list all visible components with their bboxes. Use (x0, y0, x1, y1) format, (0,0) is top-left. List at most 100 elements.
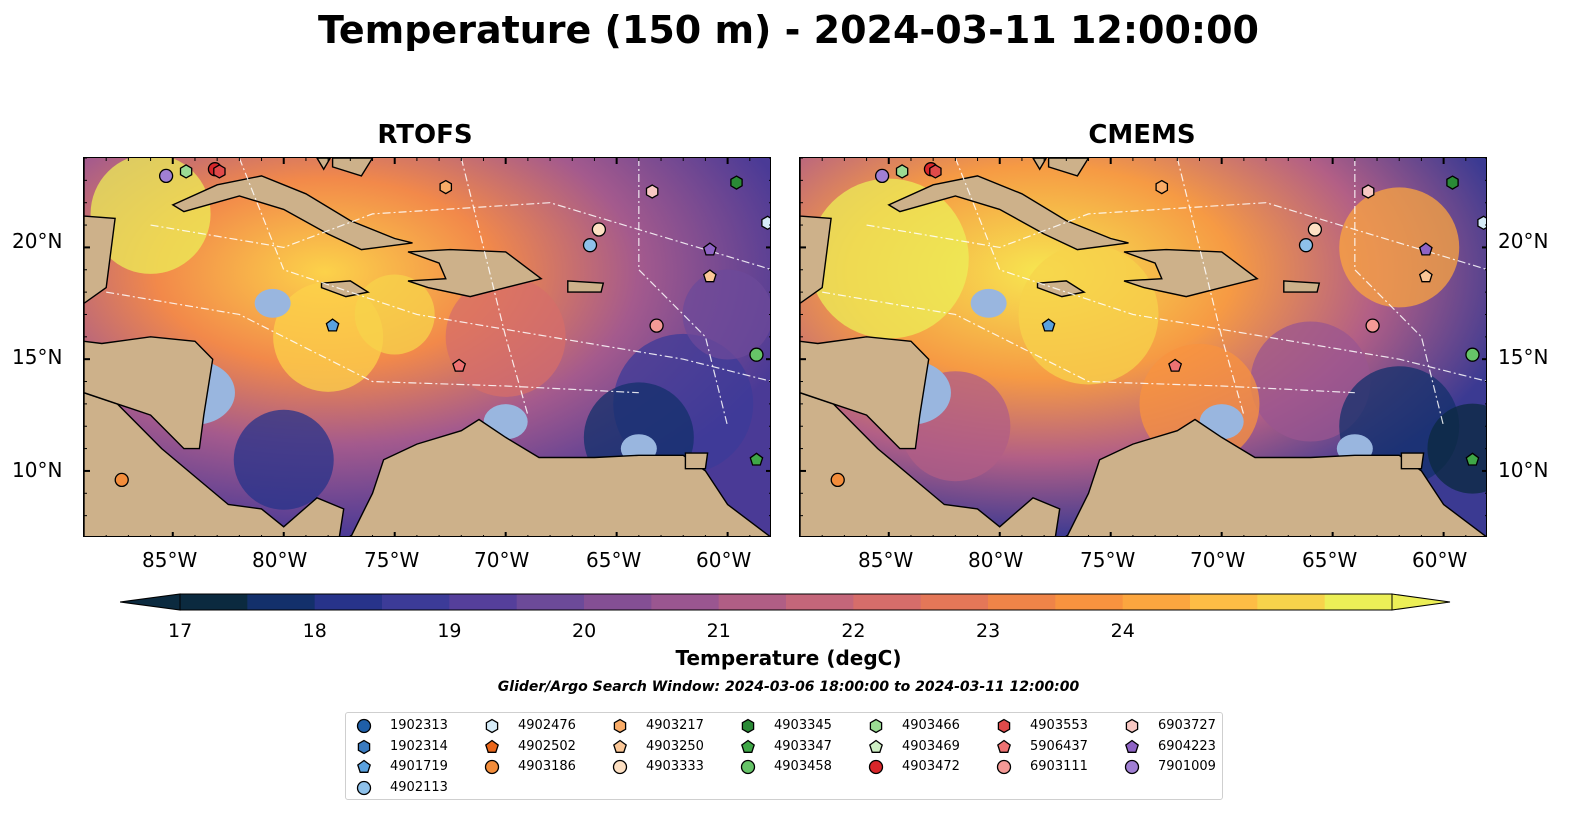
legend-label: 6904223 (1158, 738, 1216, 754)
eez-boundary (954, 158, 1486, 382)
colorbar-segment (988, 594, 1056, 610)
colorbar-segment (449, 594, 518, 610)
lon-tick-70w-right: 70°W (1190, 548, 1246, 572)
land-mass (800, 391, 1061, 536)
lon-tick-75w-left: 75°W (364, 548, 420, 572)
temperature-eddy (445, 276, 566, 397)
temperature-eddy (1018, 244, 1159, 385)
float-marker-4903333 (591, 222, 607, 237)
temperature-eddy (1250, 321, 1371, 442)
legend-label: 4902476 (518, 718, 576, 733)
colorbar-segment (1324, 594, 1393, 610)
land-mass (1400, 452, 1425, 470)
legend-marker-4902502 (485, 739, 499, 753)
legend-label: 4901719 (390, 759, 448, 774)
float-legend: 1902313 1902314 4901719 4902113 4902476 49025… (345, 712, 1223, 800)
legend-label: 1902313 (390, 718, 448, 733)
lon-tick-70w-left: 70°W (474, 548, 530, 572)
colorbar-segment (1055, 594, 1124, 610)
cmems-map (799, 157, 1487, 537)
colorbar-label: Temperature (degC) (675, 646, 902, 670)
land-mass (171, 175, 413, 251)
colorbar-segment (786, 594, 854, 610)
colorbar-tick-label: 17 (168, 620, 193, 642)
colorbar-tick-label: 20 (572, 620, 597, 642)
lat-tick-20n-left: 20°N (12, 229, 63, 253)
lon-tick-65w-right: 65°W (1302, 548, 1358, 572)
colorbar-frame (179, 593, 1393, 611)
land-mass (1066, 418, 1486, 536)
land-mass (84, 336, 214, 450)
lat-tick-15n-right: 15°N (1498, 345, 1549, 369)
legend-marker-6903727 (1125, 718, 1139, 734)
legend-marker-7901009 (1124, 759, 1140, 775)
land-mass (1283, 280, 1321, 293)
float-marker-4901719 (1041, 318, 1056, 332)
legend-label: 6903727 (1158, 718, 1216, 733)
legend-marker-4903553 (997, 718, 1011, 734)
colorbar-segment (1257, 594, 1326, 610)
temperature-eddy (233, 409, 334, 510)
float-marker-4903345 (730, 175, 743, 190)
float-marker-7901009 (874, 168, 890, 184)
float-marker-4903466 (179, 164, 193, 179)
legend-marker-6903111 (996, 759, 1012, 775)
land-mass (350, 418, 770, 536)
lon-tick-80w-left: 80°W (252, 548, 308, 572)
legend-marker-4903345 (741, 718, 755, 734)
temperature-eddy (808, 178, 969, 339)
eez-boundary (866, 202, 1486, 270)
legend-marker-4903217 (613, 718, 627, 734)
eez-boundary (106, 291, 639, 394)
land-mass (1123, 248, 1259, 298)
legend-marker-4903347 (741, 739, 755, 753)
eez-boundary (238, 158, 770, 382)
colorbar-tick-label: 18 (302, 620, 327, 642)
rtofs-map (83, 157, 771, 537)
eez-boundary (822, 291, 1355, 394)
lon-tick-85w-left: 85°W (142, 548, 198, 572)
colorbar-segment (718, 594, 787, 610)
legend-marker-4903333 (612, 759, 628, 775)
float-marker-4903553 (929, 164, 942, 179)
float-marker-4903217 (1155, 179, 1169, 195)
float-marker-7901009 (158, 168, 174, 184)
land-mass (684, 452, 709, 470)
land-mass (800, 158, 832, 536)
float-marker-4903466 (895, 164, 909, 179)
colorbar-segment (920, 594, 989, 610)
search-window-note: Glider/Argo Search Window: 2024-03-06 18… (497, 679, 1080, 695)
legend-marker-4903250 (613, 739, 627, 753)
land-mass (887, 175, 1129, 251)
eez-boundary (150, 202, 770, 270)
legend-label: 4902502 (518, 738, 576, 754)
float-marker-4903250 (1418, 269, 1433, 283)
float-marker-6903727 (1361, 184, 1375, 199)
float-marker-4903186 (114, 472, 129, 488)
land-mass (316, 158, 332, 171)
legend-label: 4903347 (774, 738, 832, 754)
colorbar-extend-max (1391, 593, 1451, 611)
colorbar-tick-label: 19 (437, 620, 462, 642)
lat-tick-20n-right: 20°N (1498, 229, 1549, 253)
float-marker-4903217 (439, 179, 453, 195)
float-marker-4903458 (1465, 347, 1480, 362)
panel-title-cmems: CMEMS (1088, 120, 1196, 150)
lon-tick-60w-left: 60°W (696, 548, 752, 572)
legend-label: 4902113 (390, 779, 448, 795)
temperature-eddy (1427, 403, 1486, 494)
float-marker-4902476 (761, 215, 770, 231)
eez-boundary (1354, 158, 1445, 427)
temperature-eddy (682, 269, 770, 360)
float-marker-4903347 (749, 452, 764, 466)
float-marker-4903345 (1446, 175, 1459, 190)
legend-label: 6903111 (1030, 759, 1088, 774)
colorbar-segment (516, 594, 585, 610)
legend-label: 4903469 (902, 738, 960, 754)
land-mass (331, 158, 374, 177)
land-mass (407, 248, 543, 298)
colorbar-segment (247, 594, 316, 610)
colorbar-segment (1190, 594, 1258, 610)
colorbar-tick-label: 22 (841, 620, 866, 642)
colorbar-tick-label: 23 (976, 620, 1001, 642)
